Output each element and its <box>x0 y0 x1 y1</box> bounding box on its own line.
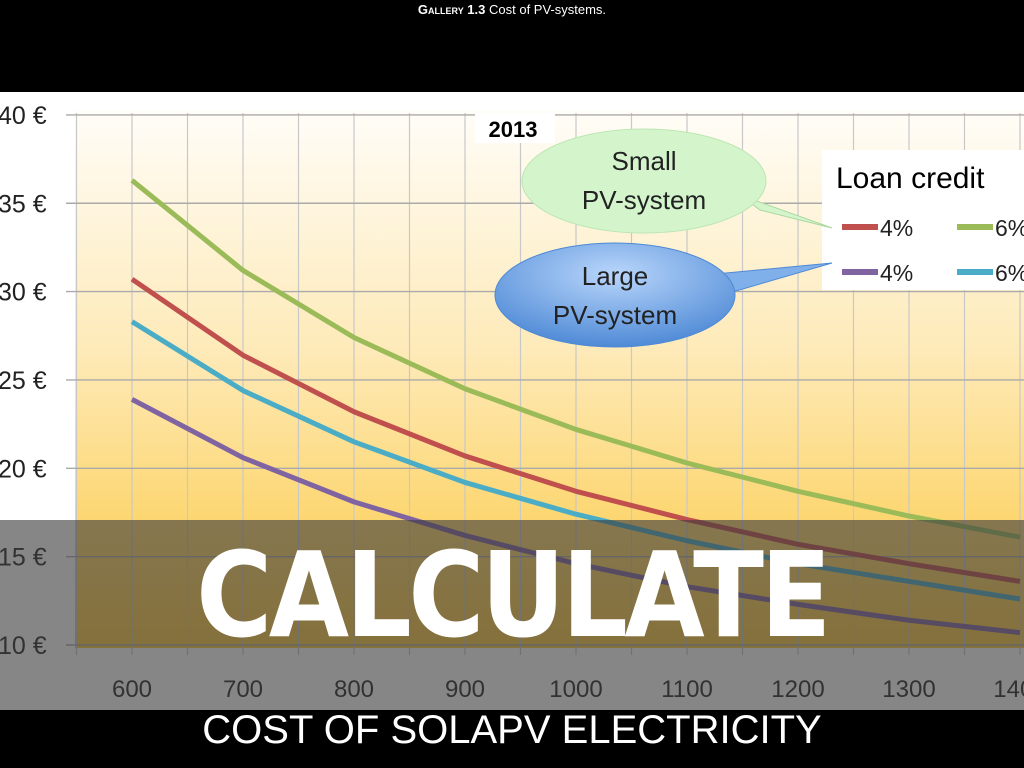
title-overlay-band <box>0 520 1024 710</box>
legend-label: 4% <box>880 215 913 241</box>
title-box <box>475 113 555 143</box>
large-pv-callout <box>494 242 736 348</box>
gallery-caption: Gallery 1.3 Cost of PV-systems. <box>0 2 1024 17</box>
y-tick-label: 40 € <box>0 102 47 130</box>
small-pv-callout <box>521 128 767 234</box>
caption-text: Cost of PV-systems. <box>489 2 607 17</box>
legend <box>822 150 1024 290</box>
chart-title: 2013 <box>489 117 538 142</box>
small-callout-line2: PV-system <box>582 185 706 215</box>
legend-label: 4% <box>880 260 913 286</box>
overlay-subtitle: COST OF SOLAPV ELECTRICITY <box>202 708 822 752</box>
y-tick-label: 30 € <box>0 279 47 307</box>
large-callout-line2: PV-system <box>553 300 677 330</box>
y-tick-label: 20 € <box>0 455 47 483</box>
y-tick-label: 35 € <box>0 190 47 218</box>
large-callout-line1: Large <box>582 261 649 291</box>
small-callout-line1: Small <box>611 146 676 176</box>
y-tick-label: 25 € <box>0 367 47 395</box>
legend-label: 6% <box>995 260 1024 286</box>
series-line-small-6pct <box>130 178 1021 540</box>
legend-title: Loan credit <box>836 162 985 195</box>
overlay-title: CALCULATE <box>196 526 831 664</box>
legend-label: 6% <box>995 215 1024 241</box>
caption-label: Gallery 1.3 <box>417 2 486 17</box>
